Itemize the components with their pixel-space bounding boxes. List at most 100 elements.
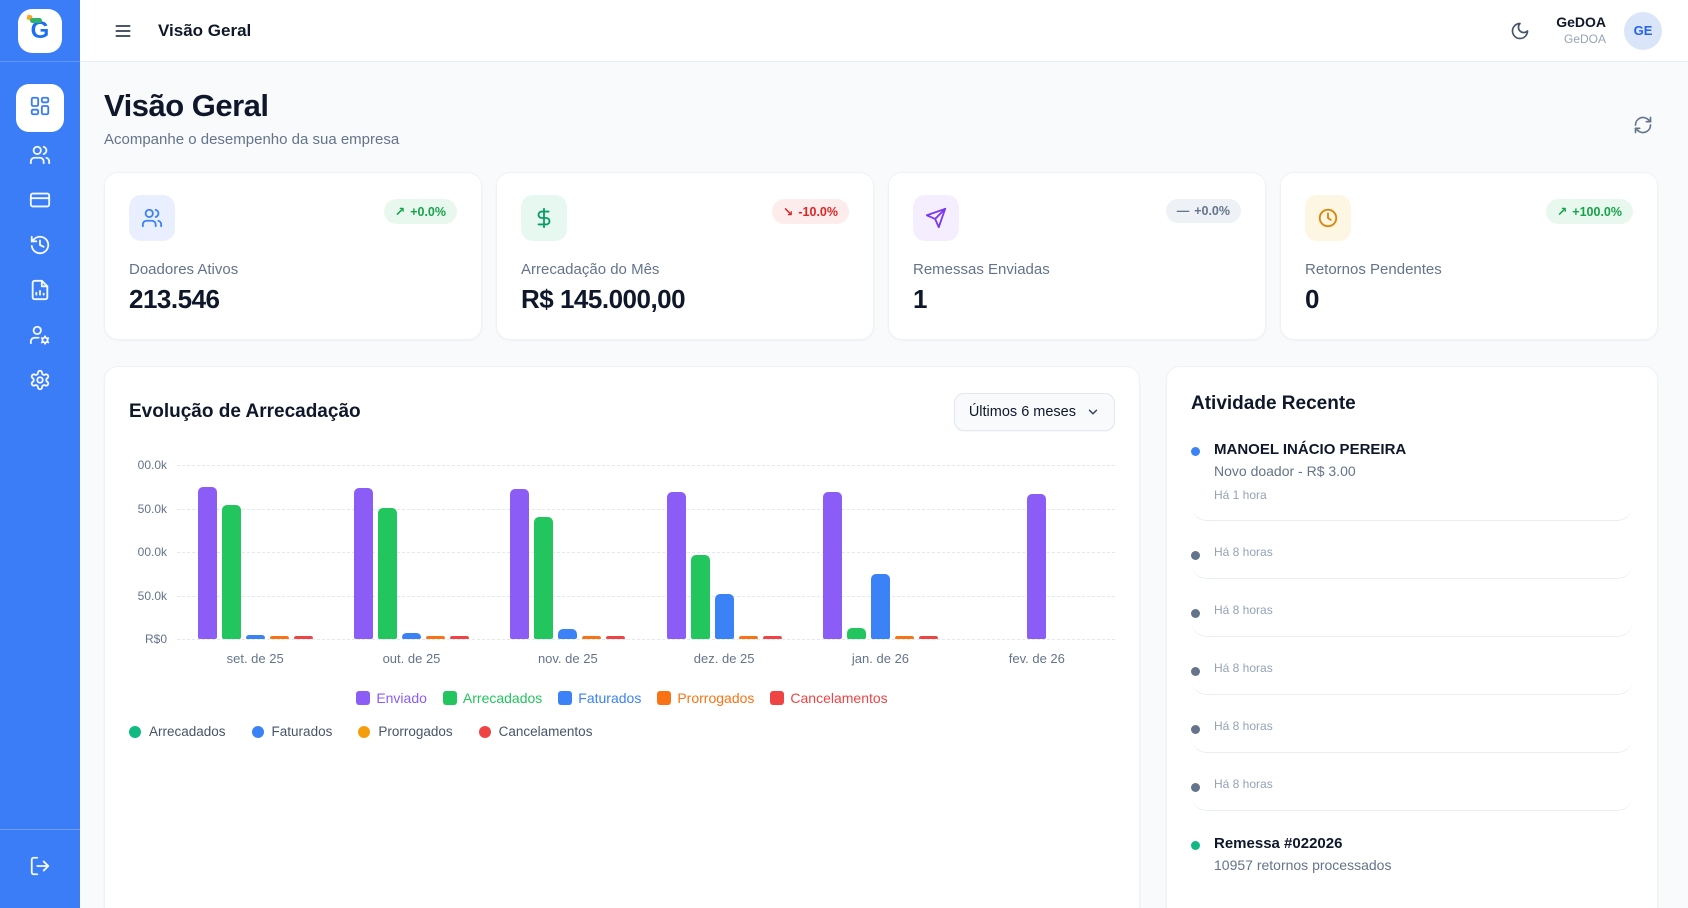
content-row: Evolução de Arrecadação Últimos 6 meses …	[104, 366, 1658, 908]
send-icon	[913, 195, 959, 241]
legend-swatch	[770, 691, 785, 705]
y-tick-label: 00.0k	[137, 458, 167, 472]
activity-item: Há 8 horas	[1191, 719, 1633, 753]
gridline	[177, 595, 1115, 597]
legend-item-prorrogados: Prorrogados	[657, 690, 754, 706]
bar-chart: 00.0k 50.0k 00.0k 50.0k R$0	[129, 458, 1115, 646]
y-tick-label: R$0	[144, 632, 167, 646]
activity-item-time: Há 8 horas	[1214, 719, 1273, 733]
sidebar: G	[0, 0, 80, 908]
chevron-down-icon	[1088, 409, 1098, 415]
sidebar-item-reports[interactable]	[16, 272, 64, 312]
trend-badge: — +0.0%	[1165, 199, 1241, 223]
trend-up-icon: ↗	[394, 205, 406, 219]
x-tick-label: jan. de 26	[851, 651, 910, 666]
activity-item: Há 8 horas	[1191, 545, 1633, 579]
sidebar-item-donors[interactable]	[16, 137, 64, 177]
user-name: GeDOA	[1556, 14, 1606, 31]
page-header: Visão Geral Acompanhe o desempenho da su…	[104, 88, 1658, 148]
gridline	[177, 639, 1115, 640]
activity-item-title: MANOEL INÁCIO PEREIRA	[1214, 441, 1407, 458]
logo-letter: G	[30, 16, 50, 44]
legend-item-faturados: Faturados	[558, 690, 641, 706]
chart-plot-area	[177, 465, 1115, 640]
refresh-icon	[1634, 116, 1652, 134]
bar-cancelamentos	[449, 636, 469, 639]
trend-value: +100.0%	[1572, 204, 1622, 219]
bar-prorrogados	[738, 636, 758, 639]
bar-enviado	[822, 491, 842, 639]
chart-bar-group	[959, 465, 1115, 639]
bar-enviado	[666, 491, 686, 639]
dollar-icon	[521, 195, 567, 241]
sidebar-item-history[interactable]	[16, 227, 64, 267]
refresh-button[interactable]	[1628, 110, 1658, 140]
avatar[interactable]: GE	[1624, 11, 1662, 50]
legend-item-cancelamentos: Cancelamentos	[478, 724, 592, 739]
legend-item-arrecadados: Arrecadados	[442, 690, 543, 706]
app-logo[interactable]: G	[18, 8, 62, 53]
stat-label: Remessas Enviadas	[913, 261, 1050, 278]
logout-button[interactable]	[16, 850, 64, 886]
sidebar-item-settings[interactable]	[16, 362, 64, 402]
legend-item-arrecadados: Arrecadados	[129, 724, 226, 739]
clock-icon	[1305, 195, 1351, 241]
sidebar-item-billing[interactable]	[16, 182, 64, 222]
legend-dot	[251, 725, 264, 738]
sidebar-logo-area: G	[0, 0, 80, 62]
stat-card-remessas-enviadas: — +0.0% Remessas Enviadas 1	[888, 172, 1266, 340]
hamburger-menu-button[interactable]	[106, 14, 140, 48]
x-axis: set. de 25 out. de 25 nov. de 25 dez. de 25…	[177, 651, 1115, 666]
legend-swatch	[356, 691, 371, 705]
bar-faturados	[870, 573, 890, 639]
legend-dot	[129, 725, 141, 738]
sidebar-item-user-settings[interactable]	[16, 317, 64, 357]
legend-dot	[478, 725, 491, 738]
legend-label: Enviado	[376, 690, 427, 706]
activity-dot	[1191, 609, 1200, 618]
legend-label: Faturados	[271, 724, 333, 739]
stat-cards-row: ↗ +0.0% Doadores Ativos 213.546 ↘	[104, 172, 1658, 340]
y-tick-label: 50.0k	[137, 501, 167, 516]
activity-title: Atividade Recente	[1191, 393, 1356, 414]
users-icon	[29, 144, 51, 171]
dark-mode-toggle[interactable]	[1502, 13, 1538, 49]
x-tick-label: nov. de 25	[537, 651, 598, 666]
file-report-icon	[29, 279, 51, 306]
user-subtitle: GeDOA	[1563, 31, 1606, 46]
x-tick-label: fev. de 26	[1008, 651, 1065, 666]
legend-swatch	[657, 691, 672, 705]
stat-card-doadores-ativos: ↗ +0.0% Doadores Ativos 213.546	[104, 172, 482, 340]
trend-value: +0.0%	[1194, 204, 1230, 218]
trend-badge: ↗ +100.0%	[1545, 199, 1633, 224]
stat-value: 0	[1305, 284, 1319, 314]
legend-label: Cancelamentos	[790, 690, 888, 706]
gridline	[177, 508, 1115, 510]
trend-value: +0.0%	[410, 204, 446, 219]
bar-arrecadados	[377, 507, 397, 639]
users-icon	[129, 195, 175, 241]
bar-faturados	[714, 593, 734, 639]
legend-swatch	[558, 691, 573, 705]
bar-prorrogados	[582, 636, 602, 639]
stat-value: 213.546	[129, 284, 220, 314]
range-select[interactable]: Últimos 6 meses	[953, 393, 1115, 431]
x-tick-label: out. de 25	[382, 651, 441, 666]
bar-cancelamentos	[762, 636, 782, 639]
y-axis: 00.0k 50.0k 00.0k 50.0k R$0	[129, 458, 177, 646]
legend-label: Arrecadados	[462, 690, 543, 706]
stat-label: Arrecadação do Mês	[521, 261, 660, 278]
y-tick-label: 50.0k	[137, 588, 167, 603]
chart-legend-secondary: Arrecadados Faturados Prorrogados Cancelame…	[129, 724, 1115, 739]
trend-flat-icon: —	[1176, 204, 1190, 218]
sidebar-item-dashboard[interactable]	[16, 84, 64, 132]
stat-value: 1	[913, 284, 927, 314]
main-column: Visão Geral GeDOA GeDOA GE Visão Geral A…	[80, 0, 1688, 908]
activity-item: MANOEL INÁCIO PEREIRA Novo doador - R$ 3.…	[1191, 441, 1633, 521]
activity-dot	[1191, 447, 1200, 456]
recent-activity-card: Atividade Recente MANOEL INÁCIO PEREIRA N…	[1166, 366, 1658, 908]
trend-badge: ↘ -10.0%	[771, 199, 849, 224]
gridline	[177, 465, 1115, 466]
user-meta: GeDOA GeDOA	[1556, 14, 1606, 47]
